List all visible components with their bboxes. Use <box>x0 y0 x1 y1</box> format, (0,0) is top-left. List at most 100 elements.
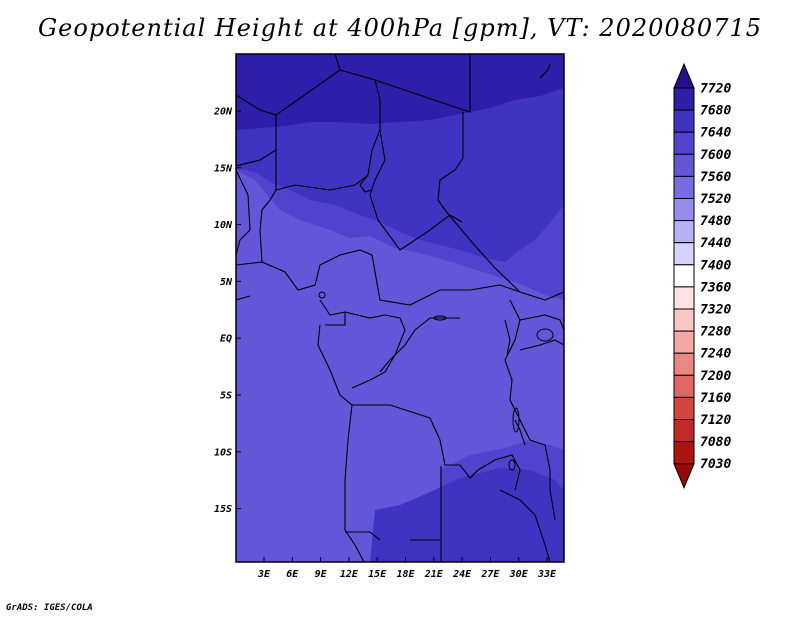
border-line <box>379 317 460 373</box>
border-line <box>439 439 521 491</box>
lon-tick-label: 21E <box>424 569 444 580</box>
lake-outline <box>318 291 326 299</box>
lon-tick-label: 9E <box>315 569 328 580</box>
lat-tick-label: 15S <box>214 504 232 515</box>
colorbar-label: 7030 <box>700 457 731 472</box>
colorbar-swatch <box>673 286 695 310</box>
lon-tick-label: 6E <box>286 569 299 580</box>
lake-outline <box>536 328 554 342</box>
lon-tick-label: 33E <box>537 569 557 580</box>
colorbar-label: 7720 <box>700 82 731 97</box>
colorbar-swatch <box>673 131 695 155</box>
contour-fills <box>236 54 564 562</box>
colorbar-label: 7360 <box>700 280 731 295</box>
colorbar-swatch <box>673 419 695 443</box>
lakes <box>318 291 554 471</box>
lon-tick-label: 15E <box>368 569 387 580</box>
colorbar-swatch <box>673 220 695 244</box>
border-line <box>275 150 369 191</box>
border-line <box>236 295 251 301</box>
border-line <box>504 299 531 441</box>
border-line <box>371 254 521 306</box>
lat-tick-label: 10S <box>214 447 232 458</box>
colorbar-bottom-arrow <box>673 463 695 490</box>
colorbar-label: 7320 <box>700 303 731 318</box>
border-line <box>444 209 564 301</box>
map-frame <box>235 53 565 563</box>
lon-tick-label: 12E <box>340 569 359 580</box>
colorbar-label: 7160 <box>700 391 731 406</box>
lake-outline <box>512 407 520 433</box>
border-line <box>514 419 526 446</box>
border-line <box>539 63 551 79</box>
colorbar-label: 7680 <box>700 104 731 119</box>
lon-tick-label: 30E <box>509 569 529 580</box>
lat-tick-label: 20N <box>213 107 233 118</box>
colorbar-swatch <box>673 330 695 354</box>
longitude-ticks: 3E 6E 9E 12E 15E 18E 21E 24E 27E 30E 33E <box>257 557 557 580</box>
border-line <box>519 339 564 351</box>
border-line <box>334 54 341 71</box>
colorbar-top-arrow <box>673 62 695 89</box>
colorbar-swatch <box>673 264 695 288</box>
border-line <box>499 489 551 562</box>
lake-outline <box>433 315 447 321</box>
colorbar-label: 7200 <box>700 369 731 384</box>
lon-tick-label: 27E <box>480 569 500 580</box>
colorbar-swatch <box>673 352 695 376</box>
colorbar: 7720 7680 7640 7600 7560 7520 7480 7440 7400 7360… <box>673 62 731 490</box>
colorbar-swatch <box>673 87 695 111</box>
colorbar-label: 7640 <box>700 126 731 141</box>
colorbar-swatch <box>673 308 695 332</box>
border-line <box>352 404 441 441</box>
colorbar-label: 7600 <box>700 148 731 163</box>
border-line <box>236 249 373 291</box>
colorbar-swatch <box>673 109 695 133</box>
colorbar-swatch <box>673 396 695 420</box>
lon-tick-label: 24E <box>452 569 472 580</box>
lat-tick-label: EQ <box>220 334 232 345</box>
colorbar-swatch <box>673 441 695 465</box>
latitude-ticks: 20N 15N 10N 5N EQ 5S 10S 15S <box>213 107 241 515</box>
lat-tick-label: 5N <box>220 277 233 288</box>
colorbar-label: 7240 <box>700 347 731 362</box>
colorbar-swatch <box>673 374 695 398</box>
border-line <box>369 129 386 221</box>
border-line <box>317 324 353 406</box>
lat-tick-label: 5S <box>220 391 232 402</box>
border-line <box>374 54 471 113</box>
border-line <box>529 439 556 521</box>
border-line <box>344 311 406 389</box>
border-line <box>236 94 277 167</box>
border-line <box>275 69 381 186</box>
colorbar-label: 7280 <box>700 325 731 340</box>
border-line <box>344 404 365 562</box>
lon-tick-label: 3E <box>257 569 271 580</box>
border-line <box>259 189 277 263</box>
grads-credit: GrADS: IGES/COLA <box>6 603 93 613</box>
colorbar-label: 7400 <box>700 258 731 273</box>
fill-zone-7640 <box>236 54 564 562</box>
colorbar-label: 7440 <box>700 236 731 251</box>
map-title: Geopotential Height at 400hPa [gpm], VT:… <box>38 14 762 42</box>
fill-zone-7680 <box>236 54 564 130</box>
lake-outline <box>508 459 516 471</box>
colorbar-swatch <box>673 153 695 177</box>
colorbar-swatch <box>673 175 695 199</box>
border-line <box>437 112 464 211</box>
lat-tick-label: 10N <box>214 220 233 231</box>
colorbar-label: 7120 <box>700 413 731 428</box>
colorbar-label: 7560 <box>700 170 731 185</box>
border-line <box>504 319 511 356</box>
border-line <box>377 214 463 251</box>
country-borders <box>236 54 564 562</box>
colorbar-swatch <box>673 198 695 222</box>
border-line <box>519 314 564 331</box>
border-line <box>345 531 381 541</box>
border-line <box>359 184 373 193</box>
colorbar-label: 7480 <box>700 214 731 229</box>
colorbar-label: 7520 <box>700 192 731 207</box>
lat-tick-label: 15N <box>214 163 233 174</box>
colorbar-label: 7080 <box>700 435 731 450</box>
